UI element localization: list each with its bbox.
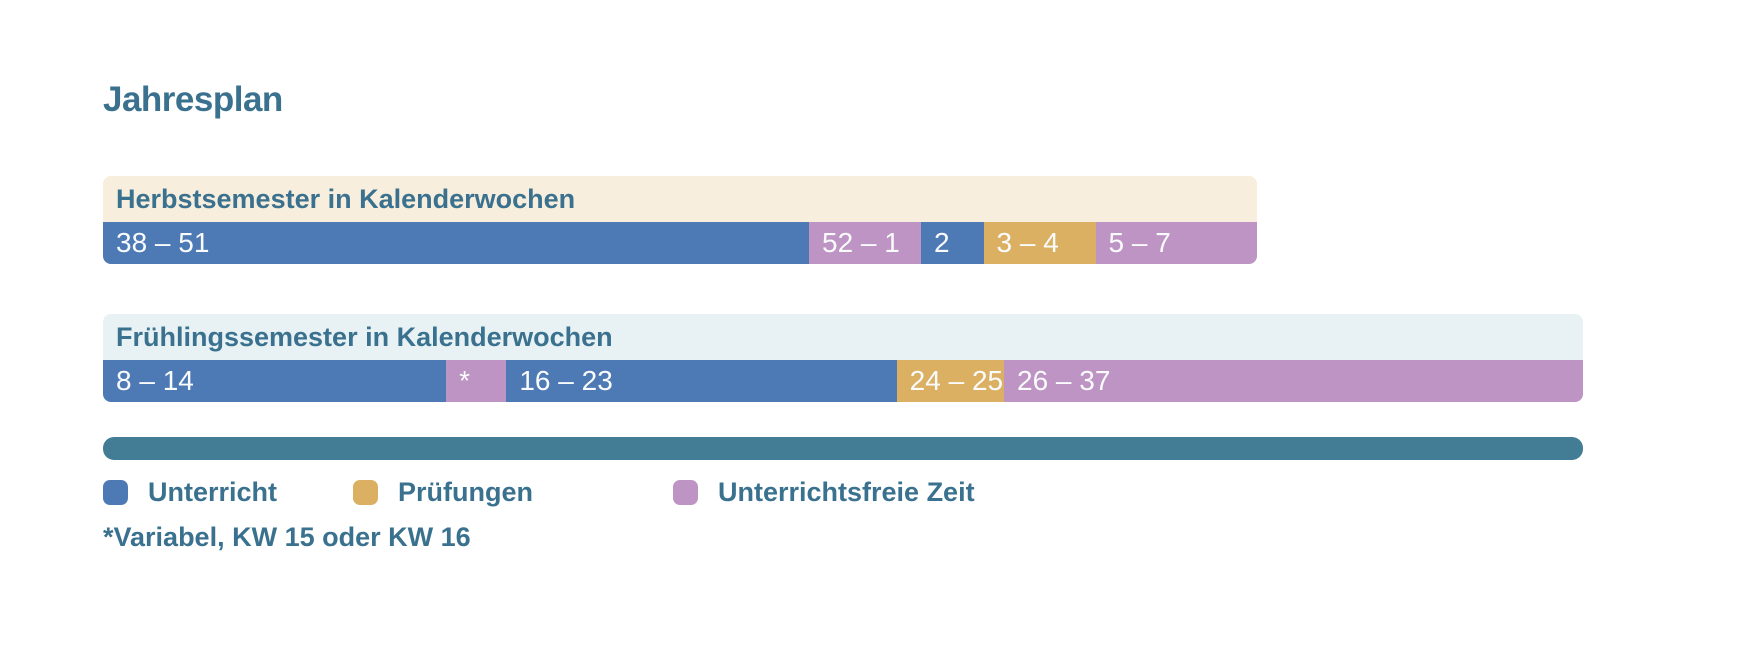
footnote: *Variabel, KW 15 oder KW 16 [103, 522, 471, 552]
semester-header: Herbstsemester in Kalenderwochen [103, 176, 1257, 222]
bar-segment-label: 16 – 23 [519, 365, 613, 396]
bar-segment: 52 – 1 [809, 222, 921, 264]
bar-segment-label: 2 [934, 227, 950, 258]
bar-segment-label: 38 – 51 [116, 227, 210, 258]
legend-item: Unterrichtsfreie Zeit [673, 476, 975, 508]
semester-group: Herbstsemester in Kalenderwochen 38 – 51 5… [103, 176, 1257, 264]
bar-segment-label: 26 – 37 [1017, 365, 1111, 396]
bar-segment: 5 – 7 [1095, 222, 1257, 264]
legend-label: Unterricht [148, 476, 278, 507]
semester-bar: 38 – 51 52 – 1 2 3 – 4 5 – 7 [103, 222, 1257, 264]
semester-group: Frühlingssemester in Kalenderwochen 8 – 1… [103, 314, 1583, 402]
bar-segment: 16 – 23 [506, 360, 897, 402]
bar-segment-label: 3 – 4 [996, 227, 1059, 258]
bar-segment: 24 – 25 [896, 360, 1004, 402]
legend-item: Prüfungen [353, 476, 673, 508]
legend-item: Unterricht [103, 476, 353, 508]
legend-swatch-icon [673, 479, 698, 505]
page-title: Jahresplan [103, 80, 283, 119]
bar-segment: 8 – 14 [103, 360, 447, 402]
bar-segment-label: 24 – 25 [909, 365, 1004, 396]
semester-header: Frühlingssemester in Kalenderwochen [103, 314, 1583, 360]
timeline-bar [103, 437, 1583, 460]
bar-segment: * [446, 360, 507, 402]
legend-swatch-icon [353, 479, 378, 505]
bar-segment: 26 – 37 [1004, 360, 1583, 402]
bar-segment: 3 – 4 [983, 222, 1096, 264]
bar-segment: 2 [921, 222, 984, 264]
legend: Unterricht Prüfungen Unterrichtsfreie Zeit [103, 476, 975, 508]
bar-segment-label: 52 – 1 [822, 227, 900, 258]
legend-label: Prüfungen [398, 476, 533, 507]
bar-segment: 38 – 51 [103, 222, 809, 264]
legend-label: Unterrichtsfreie Zeit [718, 476, 975, 507]
bar-segment-label: 5 – 7 [1108, 227, 1171, 258]
legend-swatch-icon [103, 479, 128, 505]
bar-segment-label: * [459, 365, 471, 396]
bar-segment-label: 8 – 14 [116, 365, 194, 396]
semester-bar: 8 – 14 * 16 – 23 24 – 25 26 – 37 [103, 360, 1583, 402]
